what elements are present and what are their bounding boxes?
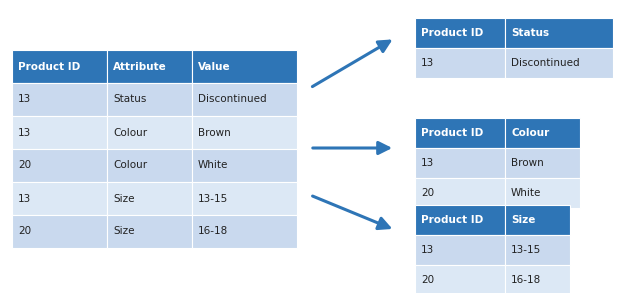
Bar	[505, 205, 570, 235]
Bar	[107, 149, 192, 182]
Bar	[192, 215, 297, 248]
Text: 13-15: 13-15	[511, 245, 541, 255]
Bar	[12, 83, 107, 116]
Bar	[12, 182, 107, 215]
Bar	[505, 118, 580, 148]
Text: Product ID: Product ID	[421, 215, 483, 225]
Bar	[12, 149, 107, 182]
Bar	[12, 116, 107, 149]
Bar	[12, 215, 107, 248]
Bar	[192, 182, 297, 215]
Bar	[505, 265, 570, 293]
Bar	[505, 48, 613, 78]
Bar	[415, 205, 505, 235]
Text: White: White	[198, 161, 228, 171]
Text: Product ID: Product ID	[421, 128, 483, 138]
Text: Brown: Brown	[198, 127, 231, 137]
Bar	[415, 18, 505, 48]
Text: Size: Size	[511, 215, 535, 225]
Text: Status: Status	[113, 95, 147, 105]
Text: Size: Size	[113, 193, 135, 204]
Bar	[107, 116, 192, 149]
Text: 20: 20	[18, 226, 31, 236]
Text: 20: 20	[18, 161, 31, 171]
Bar	[192, 116, 297, 149]
Bar	[107, 83, 192, 116]
Text: Colour: Colour	[113, 161, 147, 171]
Text: Discontinued: Discontinued	[198, 95, 266, 105]
Bar	[505, 178, 580, 208]
Text: 13: 13	[18, 95, 31, 105]
Text: Brown: Brown	[511, 158, 544, 168]
Bar	[415, 118, 505, 148]
Text: Product ID: Product ID	[421, 28, 483, 38]
Bar	[505, 148, 580, 178]
Text: 13: 13	[421, 158, 434, 168]
Bar	[415, 178, 505, 208]
Text: 13: 13	[421, 58, 434, 68]
Text: Status: Status	[511, 28, 549, 38]
Text: Value: Value	[198, 62, 231, 71]
Text: Product ID: Product ID	[18, 62, 80, 71]
Bar	[505, 235, 570, 265]
Text: Discontinued: Discontinued	[511, 58, 580, 68]
Bar	[12, 50, 107, 83]
Text: 13: 13	[421, 245, 434, 255]
Text: 16-18: 16-18	[511, 275, 541, 285]
Bar	[415, 148, 505, 178]
Text: 16-18: 16-18	[198, 226, 228, 236]
Bar	[415, 235, 505, 265]
Bar	[192, 83, 297, 116]
Bar	[505, 18, 613, 48]
Bar	[415, 265, 505, 293]
Text: 13-15: 13-15	[198, 193, 228, 204]
Text: Colour: Colour	[511, 128, 549, 138]
Text: Attribute: Attribute	[113, 62, 167, 71]
Bar	[107, 50, 192, 83]
Text: 13: 13	[18, 193, 31, 204]
Bar	[415, 48, 505, 78]
Text: 20: 20	[421, 275, 434, 285]
Text: 20: 20	[421, 188, 434, 198]
Text: 13: 13	[18, 127, 31, 137]
Bar	[192, 50, 297, 83]
Bar	[107, 215, 192, 248]
Text: Colour: Colour	[113, 127, 147, 137]
Text: Size: Size	[113, 226, 135, 236]
Bar	[192, 149, 297, 182]
Bar	[107, 182, 192, 215]
Text: White: White	[511, 188, 542, 198]
